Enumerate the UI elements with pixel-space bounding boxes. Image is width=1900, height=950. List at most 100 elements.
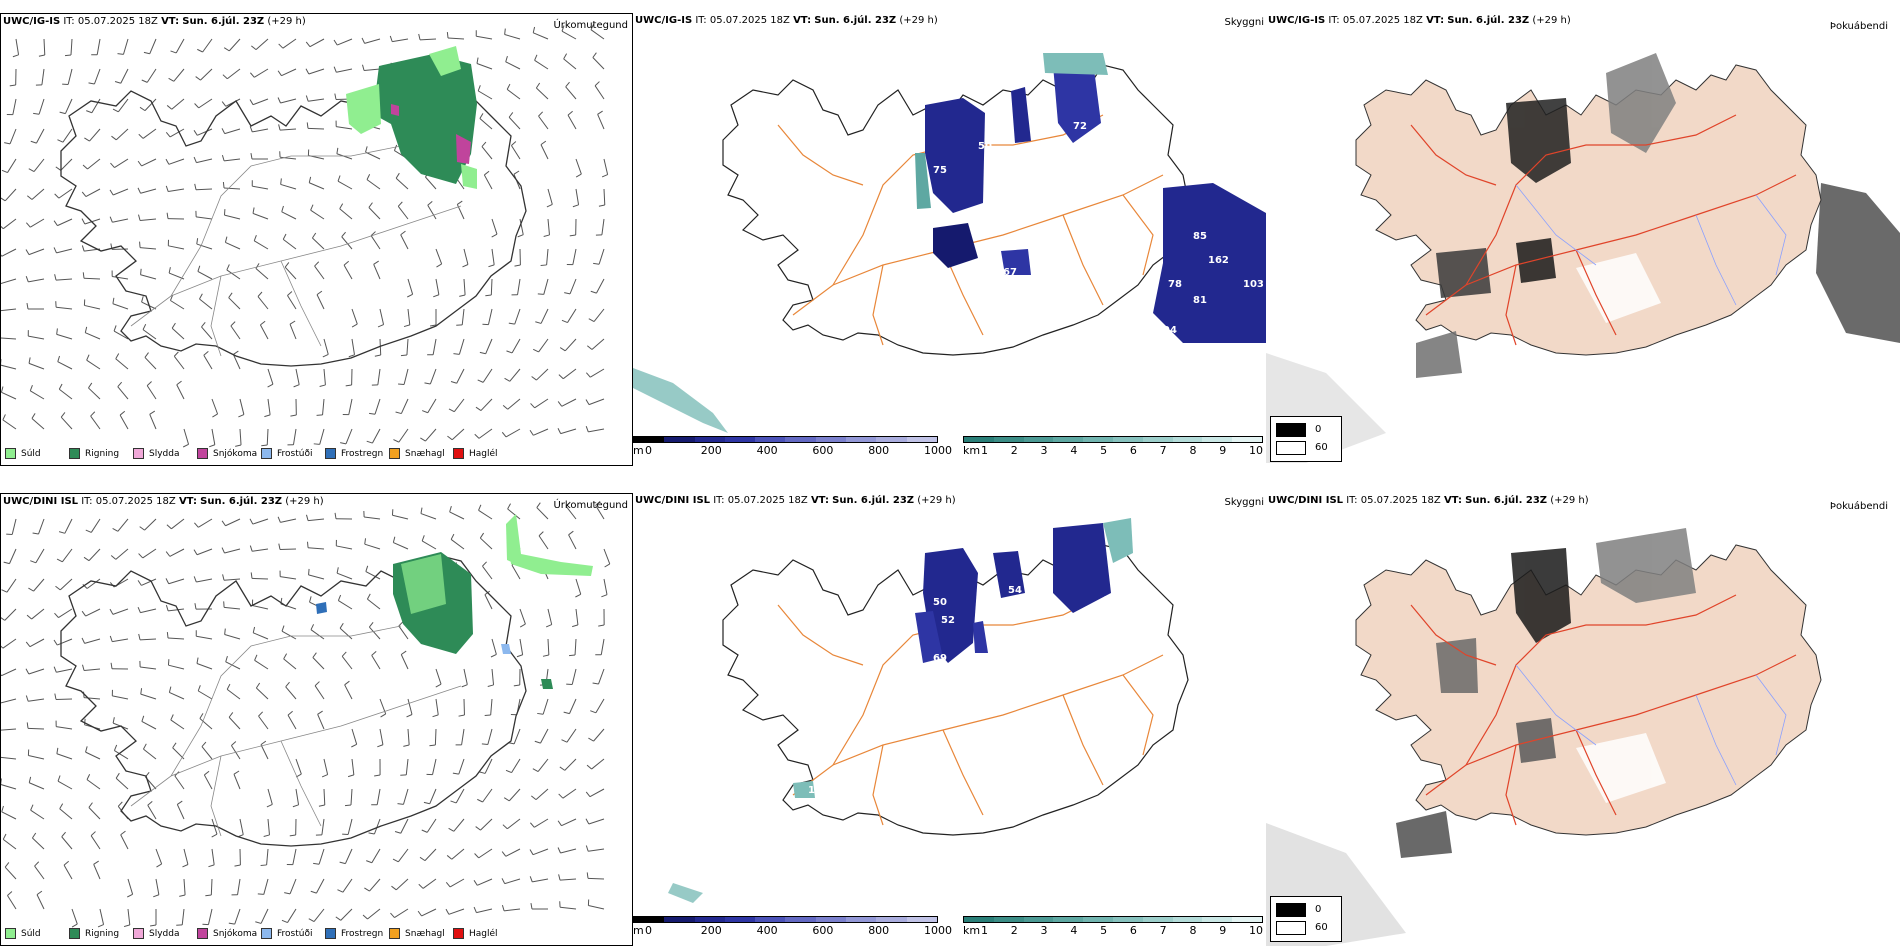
wind-barb-flag [337, 175, 341, 182]
wind-barb-flag [193, 549, 198, 556]
wind-barb-flag [173, 351, 179, 357]
wind-barb [479, 537, 493, 550]
wind-barb-flag [561, 319, 568, 324]
wind-barb [453, 818, 465, 832]
wind-barb [90, 518, 101, 533]
wind-barb-flag [114, 81, 121, 84]
fog-legend: 0 60 [1270, 896, 1342, 942]
wind-barb-flag [165, 605, 169, 612]
wind-barb-flag [55, 166, 61, 171]
wind-barb [429, 788, 437, 804]
wind-barb [350, 788, 353, 805]
cloud-map: 63 67 72 97 75 50 85 162 78 103 81 94 [633, 53, 1266, 433]
wind-barb-flag [199, 713, 204, 719]
wind-barb [281, 630, 297, 640]
wind-barb-flag [558, 793, 564, 799]
wind-barb [252, 548, 269, 552]
cloud-value-label: 85 [1193, 231, 1207, 242]
legend-item: Frostúði [261, 448, 325, 459]
wind-barb-flag [503, 797, 510, 802]
wind-barb-flag [557, 847, 561, 854]
panel-header: UWC/DINI ISL IT: 05.07.2025 18Z VT: Sun.… [1268, 495, 1589, 506]
wind-barb [43, 38, 46, 56]
precip-legend: Súld Rigning Slydda Snjókoma Frostúði Fr… [5, 928, 517, 939]
wind-barb [227, 68, 241, 80]
wind-barb-flag [307, 541, 309, 548]
wind-barb-flag [1, 589, 8, 593]
wind-barb-flag [491, 233, 498, 238]
wind-barb-flag [34, 861, 40, 867]
wind-barb [64, 518, 73, 534]
wind-barb-flag [221, 101, 227, 107]
visibility-bar [963, 916, 1263, 923]
wind-barb-flag [368, 202, 373, 208]
wind-barb [224, 214, 241, 220]
wind-barb-flag [531, 795, 537, 800]
wind-barb [4, 866, 17, 880]
wind-barb [266, 428, 269, 446]
wind-barb [267, 818, 270, 835]
wind-barb-flag [505, 55, 508, 62]
wind-barb-flag [264, 414, 271, 418]
wind-barb [461, 308, 465, 325]
wind-barb-flag [38, 54, 45, 57]
wind-barb [603, 548, 611, 565]
wind-barb-flag [501, 904, 505, 911]
wind-barb-flag [57, 355, 61, 362]
wind-barb-flag [194, 103, 200, 109]
wind-barb-flag [33, 112, 40, 115]
colorbar-tick: 600 [812, 444, 834, 457]
wind-barb [58, 388, 73, 400]
wind-barb-flag [507, 503, 511, 510]
wind-barb-flag [561, 25, 565, 32]
wind-barb-flag [400, 230, 406, 236]
wind-barb [260, 908, 269, 924]
wind-barb [490, 698, 493, 715]
wind-barb-flag [26, 722, 29, 729]
model-name: UWC/DINI ISL [3, 496, 79, 507]
wind-barb-flag [477, 379, 484, 383]
wind-barb-flag [54, 193, 60, 199]
wind-barb [280, 518, 297, 523]
wind-barb-flag [53, 247, 57, 254]
wind-barb [432, 338, 437, 355]
wind-barb [566, 728, 577, 743]
wind-barb-flag [536, 502, 541, 508]
colorbar-tick: 1 [981, 924, 988, 937]
wind-barb [487, 728, 493, 745]
wind-barb [560, 428, 577, 435]
wind-barb-flag [287, 710, 293, 716]
wind-barb-flag [221, 547, 225, 554]
wind-barb [547, 638, 550, 656]
wind-barb-flag [559, 347, 566, 352]
wind-barb-flag [252, 626, 256, 633]
wind-barb [504, 878, 521, 885]
wind-barb [224, 548, 241, 554]
wind-barb-flag [334, 512, 337, 519]
wind-barb-flag [238, 414, 245, 418]
wind-barb [364, 38, 381, 44]
cloud-value-label: 112 [963, 655, 984, 666]
wind-barb [2, 218, 17, 230]
wind-barb-flag [109, 608, 114, 615]
wind-barb [340, 908, 353, 921]
wind-barb-flag [56, 558, 63, 563]
wind-barb [393, 542, 409, 550]
panel-type-title: Úrkomutegund [553, 20, 628, 31]
wind-barb-flag [538, 531, 544, 537]
wind-barb [451, 428, 465, 441]
wind-barb [168, 245, 185, 250]
wind-barb-flag [60, 412, 66, 418]
fog-map [1266, 13, 1900, 466]
wind-barb-flag [517, 234, 524, 238]
wind-barb-flag [221, 154, 225, 161]
wind-barb-flag [166, 212, 169, 219]
wind-barb-flag [82, 272, 85, 279]
wind-barb-flag [4, 862, 10, 868]
colorbar-tick: 9 [1219, 924, 1227, 937]
wind-barb-flag [221, 520, 226, 527]
wind-barb-flag [137, 580, 142, 586]
wind-barb-flag [1, 617, 6, 621]
wind-barb [400, 398, 409, 414]
wind-barb [287, 908, 297, 923]
